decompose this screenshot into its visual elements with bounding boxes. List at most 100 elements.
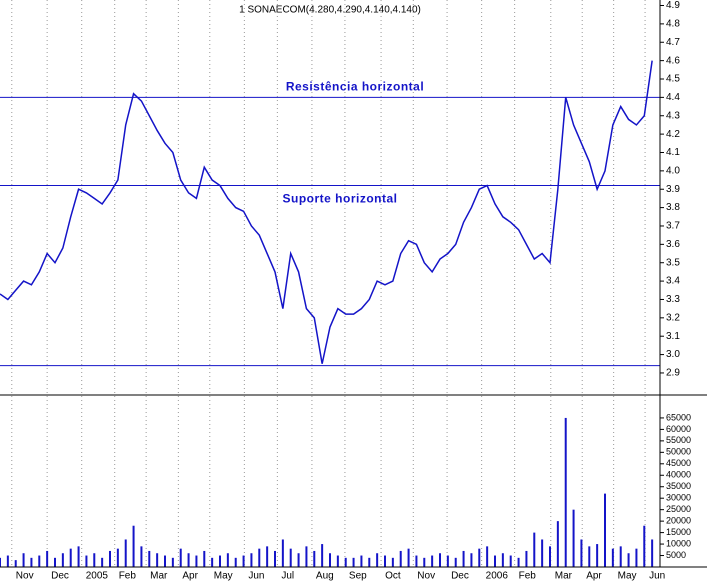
volume-bar (22, 553, 25, 567)
volume-bar (611, 548, 614, 567)
price-line (0, 60, 653, 364)
y-tick-label: 3.8 (666, 202, 680, 213)
volume-bar (109, 550, 111, 567)
volume-bar (541, 539, 544, 567)
volume-bar (77, 546, 80, 567)
y-tick-label: 35000 (666, 481, 691, 491)
x-tick-label: Mar (555, 571, 573, 582)
x-tick-label: Apr (586, 571, 602, 582)
y-tick-label: 3.2 (666, 312, 680, 323)
x-tick-label: Mar (150, 571, 168, 582)
volume-bar (313, 550, 316, 567)
volume-bar (116, 548, 119, 567)
x-tick-label: 2006 (486, 571, 509, 582)
x-tick-label: Feb (519, 571, 537, 582)
volume-bar (148, 550, 151, 567)
volume-bar (360, 555, 363, 567)
x-tick-label: Nov (417, 571, 435, 582)
volume-bar (171, 557, 174, 567)
volume-bar (494, 555, 496, 567)
volume-bar (439, 553, 441, 567)
volume-bar (54, 557, 56, 567)
volume-bar (203, 550, 206, 567)
volume-bar (156, 553, 159, 567)
volume-bar (101, 557, 104, 567)
volume-bar (446, 555, 449, 567)
y-tick-label: 30000 (666, 493, 691, 503)
y-tick-label: 4.6 (666, 55, 680, 66)
y-tick-label: 4.7 (666, 37, 680, 48)
volume-bar (399, 550, 402, 567)
volume-bar (533, 532, 536, 567)
volume-bar (627, 553, 630, 567)
volume-bar (93, 553, 96, 567)
volume-bar (38, 555, 41, 567)
volume-bar (643, 525, 646, 567)
y-tick-label: 4.5 (666, 74, 680, 85)
volume-bar (164, 555, 166, 567)
volume-bar (266, 546, 269, 567)
x-tick-label: 2005 (86, 571, 109, 582)
x-tick-label: May (214, 571, 233, 582)
volume-bar (501, 553, 504, 567)
y-tick-label: 3.0 (666, 349, 680, 360)
volume-bar (85, 555, 88, 567)
volume-bar (635, 548, 638, 567)
y-tick-label: 65000 (666, 412, 691, 422)
volume-bar (619, 546, 622, 567)
volume-bar (486, 546, 489, 567)
y-tick-label: 4.4 (666, 92, 680, 103)
y-tick-label: 4.2 (666, 129, 680, 140)
volume-bar (30, 557, 33, 567)
volume-bar (517, 557, 520, 567)
y-tick-label: 55000 (666, 435, 691, 445)
volume-bar (46, 550, 49, 567)
y-tick-label: 2.9 (666, 368, 680, 379)
x-tick-label: Aug (316, 571, 334, 582)
volume-bar (454, 557, 457, 567)
volume-bar (509, 555, 512, 567)
volume-bar (14, 560, 17, 567)
y-tick-label: 3.7 (666, 221, 680, 232)
volume-bar (604, 493, 606, 567)
volume-bar (305, 546, 308, 567)
chart-title: 1 SONAECOM(4.280,4.290,4.140,4.140) (239, 5, 421, 16)
y-tick-label: 3.3 (666, 294, 680, 305)
volume-bar (651, 539, 654, 567)
volume-bar (588, 546, 591, 567)
volume-bar (549, 546, 551, 567)
y-tick-label: 3.4 (666, 276, 680, 287)
y-tick-label: 3.6 (666, 239, 680, 250)
volume-bar (289, 548, 292, 567)
volume-bar (195, 555, 198, 567)
volume-bar (423, 557, 426, 567)
x-tick-label: May (618, 571, 637, 582)
volume-bar (596, 544, 599, 567)
volume-bar (391, 557, 394, 567)
annotation: Suporte horizontal (283, 192, 398, 206)
volume-bar (336, 555, 339, 567)
volume-bar (297, 553, 300, 567)
volume-bar (0, 557, 1, 567)
volume-bar (415, 555, 418, 567)
volume-bar (61, 553, 64, 567)
volume-bar (376, 553, 379, 567)
y-tick-label: 40000 (666, 470, 691, 480)
volume-bar (69, 548, 72, 567)
volume-bar (132, 525, 135, 567)
volume-bar (384, 555, 386, 567)
x-tick-label: Dec (451, 571, 469, 582)
volume-bar (219, 555, 221, 567)
y-tick-label: 3.1 (666, 331, 680, 342)
volume-bar (321, 544, 324, 567)
volume-bar (6, 555, 9, 567)
volume-bar (580, 539, 583, 567)
volume-bar (187, 553, 190, 567)
volume-bar (179, 548, 182, 567)
volume-bar (226, 553, 229, 567)
volume-bar (250, 553, 253, 567)
x-tick-label: Jun (649, 571, 665, 582)
x-tick-label: Dec (51, 571, 69, 582)
volume-bar (470, 553, 473, 567)
